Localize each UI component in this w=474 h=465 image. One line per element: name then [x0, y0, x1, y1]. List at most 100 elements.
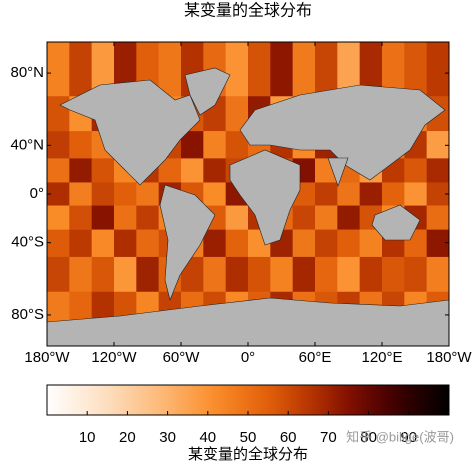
eurasia	[239, 84, 446, 181]
x-tick-label: 60°E	[299, 349, 332, 366]
cell	[225, 229, 249, 258]
cell	[315, 229, 338, 258]
cell	[91, 182, 115, 206]
cell	[404, 42, 427, 97]
cell	[225, 256, 249, 293]
cell	[91, 42, 115, 97]
cell	[337, 182, 360, 206]
colorbar-tick-label: 40	[199, 429, 216, 446]
colorbar-tick-label: 10	[79, 429, 96, 446]
cell	[292, 256, 316, 293]
cell	[181, 158, 204, 183]
colorbar-tick-label: 80	[360, 429, 377, 446]
cell	[426, 158, 449, 183]
y-tick-label: 40°S	[11, 234, 44, 251]
africa	[229, 149, 301, 246]
cell	[337, 205, 360, 230]
cell	[203, 256, 226, 293]
cell	[315, 205, 338, 230]
cell	[203, 158, 226, 183]
cell	[225, 205, 249, 230]
cell	[69, 158, 92, 183]
india	[327, 157, 349, 187]
north-america	[59, 79, 201, 186]
cell	[248, 256, 271, 293]
x-tick-label: 180°W	[426, 349, 472, 366]
cell	[69, 131, 92, 159]
land-masses	[47, 67, 449, 346]
cell	[382, 182, 405, 206]
y-tick-label: 80°S	[11, 306, 44, 323]
cell	[292, 205, 316, 230]
y-tick-label: 0°	[30, 185, 44, 202]
cell	[69, 182, 92, 206]
cell	[69, 229, 92, 258]
cell	[337, 256, 360, 293]
cell	[292, 42, 316, 97]
cell	[382, 256, 405, 293]
cell	[426, 205, 449, 230]
greenland	[184, 67, 231, 116]
cell	[136, 229, 159, 258]
cell	[203, 131, 226, 159]
cell	[69, 42, 92, 97]
cell	[225, 131, 249, 159]
cell	[426, 256, 449, 293]
cell	[359, 229, 383, 258]
cell	[315, 256, 338, 293]
x-tick-label: 60°W	[163, 349, 201, 366]
cell	[181, 256, 204, 293]
cell	[114, 229, 137, 258]
colorbar-tick-label: 30	[159, 429, 176, 446]
colorbar-tick-label: 20	[119, 429, 136, 446]
cell	[47, 158, 70, 183]
cell	[270, 256, 293, 293]
cell	[158, 42, 182, 97]
cell	[69, 205, 92, 230]
cell	[47, 205, 70, 230]
x-tick-label: 0°	[241, 349, 255, 366]
colorbar-tick-label: 50	[240, 429, 257, 446]
colorbar-tick-label: 70	[320, 429, 337, 446]
cell	[315, 42, 338, 97]
cell	[69, 256, 92, 293]
cell	[136, 256, 159, 293]
cell	[47, 182, 70, 206]
cell	[426, 182, 449, 206]
cell	[382, 42, 405, 97]
cell	[47, 131, 70, 159]
cell	[47, 256, 70, 293]
cell	[47, 229, 70, 258]
colorbar-label: 某变量的全球分布	[188, 445, 308, 463]
cell	[203, 229, 226, 258]
cell	[337, 229, 360, 258]
x-tick-label: 120°W	[91, 349, 137, 366]
colorbar	[46, 384, 450, 416]
cell	[114, 256, 137, 293]
cell	[426, 131, 449, 159]
cell	[359, 42, 383, 97]
chart-title: 某变量的全球分布	[184, 2, 312, 20]
cell	[114, 205, 137, 230]
australia	[371, 204, 421, 241]
cell	[225, 42, 249, 97]
cell	[248, 42, 271, 97]
antarctica	[47, 297, 449, 346]
x-tick-label: 120°E	[361, 349, 402, 366]
cell	[47, 96, 70, 132]
cell	[270, 42, 293, 97]
y-tick-label: 40°N	[10, 136, 44, 153]
cell	[292, 229, 316, 258]
cell	[47, 42, 70, 97]
cell	[225, 96, 249, 132]
cell	[136, 182, 159, 206]
cell	[426, 229, 449, 258]
cell	[359, 182, 383, 206]
cell	[404, 256, 427, 293]
colorbar-tick-label: 90	[400, 429, 417, 446]
colorbar-tick-label: 60	[280, 429, 297, 446]
cell	[91, 229, 115, 258]
cell	[315, 182, 338, 206]
cell	[158, 158, 182, 183]
